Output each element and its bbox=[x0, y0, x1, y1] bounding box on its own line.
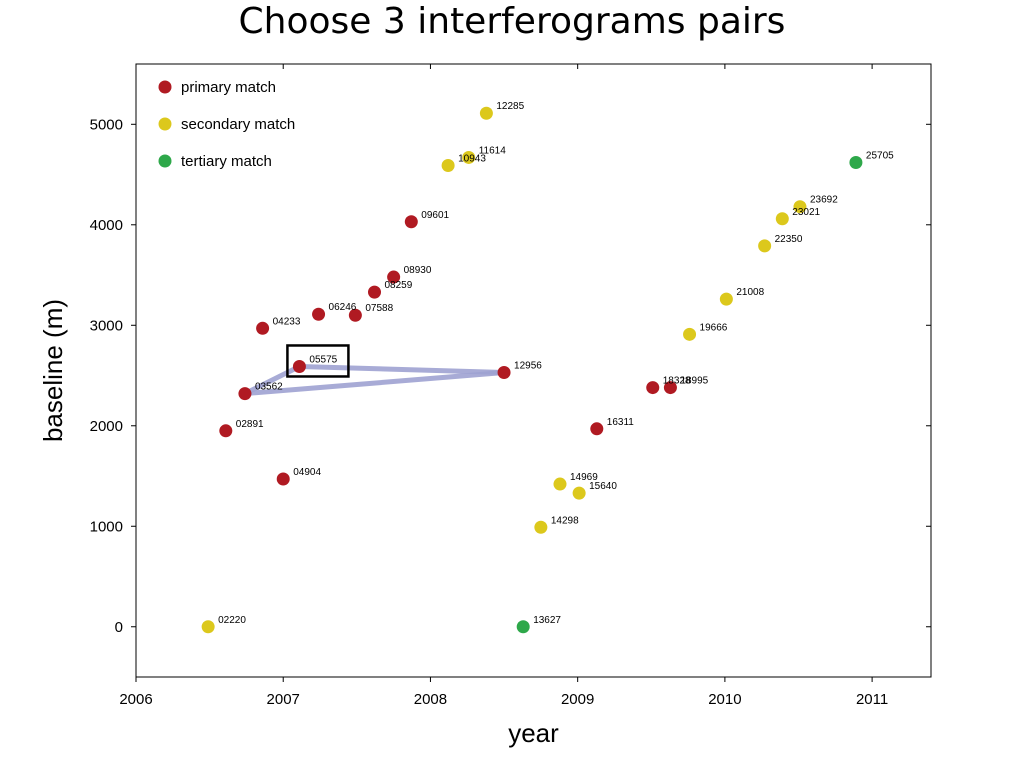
data-point-label: 23021 bbox=[792, 207, 820, 218]
data-point-label: 18328 bbox=[663, 376, 691, 387]
pair-line bbox=[296, 363, 507, 376]
data-point bbox=[462, 150, 476, 164]
y-tick-label: 2000 bbox=[90, 418, 123, 435]
x-tick-label: 2009 bbox=[561, 691, 594, 708]
data-point-label: 10943 bbox=[458, 153, 486, 164]
axis-ticks: 2006 2007 2008 2009 2010 2011 0 1000 2000 3000 400… bbox=[90, 64, 931, 708]
data-point bbox=[572, 486, 586, 500]
data-point-label: 09601 bbox=[421, 210, 449, 221]
data-point bbox=[849, 155, 863, 169]
data-point bbox=[534, 520, 548, 534]
data-point bbox=[292, 359, 306, 373]
data-point-label: 22350 bbox=[775, 234, 803, 245]
plot-frame bbox=[135, 63, 932, 678]
legend-marker bbox=[158, 80, 172, 94]
x-axis-label: year bbox=[508, 718, 559, 748]
data-point bbox=[663, 381, 677, 395]
interferogram-pair-lines bbox=[242, 363, 507, 397]
selection-box bbox=[286, 344, 350, 378]
y-tick-label: 5000 bbox=[90, 116, 123, 133]
x-tick-label: 2010 bbox=[708, 691, 741, 708]
data-point-label: 05575 bbox=[309, 354, 337, 365]
data-point-label: 12956 bbox=[514, 361, 542, 372]
data-point-label: 19666 bbox=[700, 322, 728, 333]
pair-line bbox=[242, 363, 302, 397]
y-tick-label: 4000 bbox=[90, 217, 123, 234]
data-point-label: 06246 bbox=[329, 302, 357, 313]
data-point bbox=[219, 424, 233, 438]
highlight-layer bbox=[286, 344, 350, 378]
data-point-label: 15640 bbox=[589, 481, 617, 492]
data-points bbox=[201, 106, 863, 634]
data-point bbox=[553, 477, 567, 491]
legend-marker bbox=[158, 117, 172, 131]
data-point bbox=[775, 212, 789, 226]
data-point bbox=[368, 285, 381, 299]
data-point-label: 03562 bbox=[255, 382, 283, 393]
y-tick-label: 0 bbox=[115, 619, 123, 636]
data-point-label: 04233 bbox=[273, 316, 301, 327]
point-labels: 02891 03562 04233 04904 05575 06246 07588 08259… bbox=[218, 101, 894, 626]
data-point bbox=[590, 422, 604, 436]
data-point bbox=[793, 200, 807, 214]
data-point bbox=[646, 381, 660, 395]
data-point bbox=[276, 472, 290, 486]
data-point bbox=[387, 270, 401, 284]
y-tick-label: 1000 bbox=[90, 518, 123, 535]
data-point bbox=[683, 327, 697, 341]
data-point-label: 25705 bbox=[866, 150, 894, 161]
data-point bbox=[516, 620, 530, 634]
data-point-label: 21008 bbox=[736, 287, 764, 298]
data-point-label: 08930 bbox=[404, 265, 432, 276]
legend: primary match secondary match tertiary mat… bbox=[158, 79, 295, 170]
data-point-label: 23692 bbox=[810, 195, 838, 206]
data-point-label: 08259 bbox=[385, 280, 413, 291]
data-point bbox=[441, 158, 455, 172]
legend-label: tertiary match bbox=[181, 153, 272, 170]
legend-label: primary match bbox=[181, 79, 276, 96]
data-point-label: 16311 bbox=[607, 417, 635, 428]
data-point bbox=[201, 620, 215, 634]
data-point-label: 14298 bbox=[551, 515, 579, 526]
data-point-label: 18995 bbox=[680, 376, 708, 387]
data-point-label: 02891 bbox=[236, 419, 264, 430]
data-point bbox=[758, 239, 772, 253]
x-tick-label: 2011 bbox=[856, 691, 888, 708]
x-tick-label: 2008 bbox=[414, 691, 447, 708]
x-tick-label: 2006 bbox=[119, 691, 152, 708]
data-point-label: 07588 bbox=[365, 303, 393, 314]
data-point bbox=[238, 387, 252, 401]
data-point-label: 14969 bbox=[570, 472, 598, 483]
legend-label: secondary match bbox=[181, 116, 295, 133]
data-point-label: 11614 bbox=[479, 145, 507, 156]
pair-line bbox=[242, 370, 507, 397]
slide-title: Choose 3 interferograms pairs bbox=[238, 1, 786, 42]
data-point bbox=[256, 321, 270, 335]
data-point bbox=[719, 292, 733, 306]
x-tick-label: 2007 bbox=[267, 691, 300, 708]
legend-marker bbox=[158, 154, 172, 168]
data-point bbox=[497, 366, 511, 380]
data-point-label: 04904 bbox=[293, 467, 321, 478]
data-point bbox=[348, 308, 362, 322]
data-point bbox=[312, 307, 326, 321]
y-tick-label: 3000 bbox=[90, 317, 123, 334]
data-point-label: 12285 bbox=[496, 101, 524, 112]
data-point-label: 02220 bbox=[218, 615, 246, 626]
data-point bbox=[404, 215, 418, 229]
data-point-label: 13627 bbox=[533, 615, 561, 626]
y-axis-label: baseline (m) bbox=[38, 299, 68, 442]
data-point bbox=[479, 106, 493, 120]
